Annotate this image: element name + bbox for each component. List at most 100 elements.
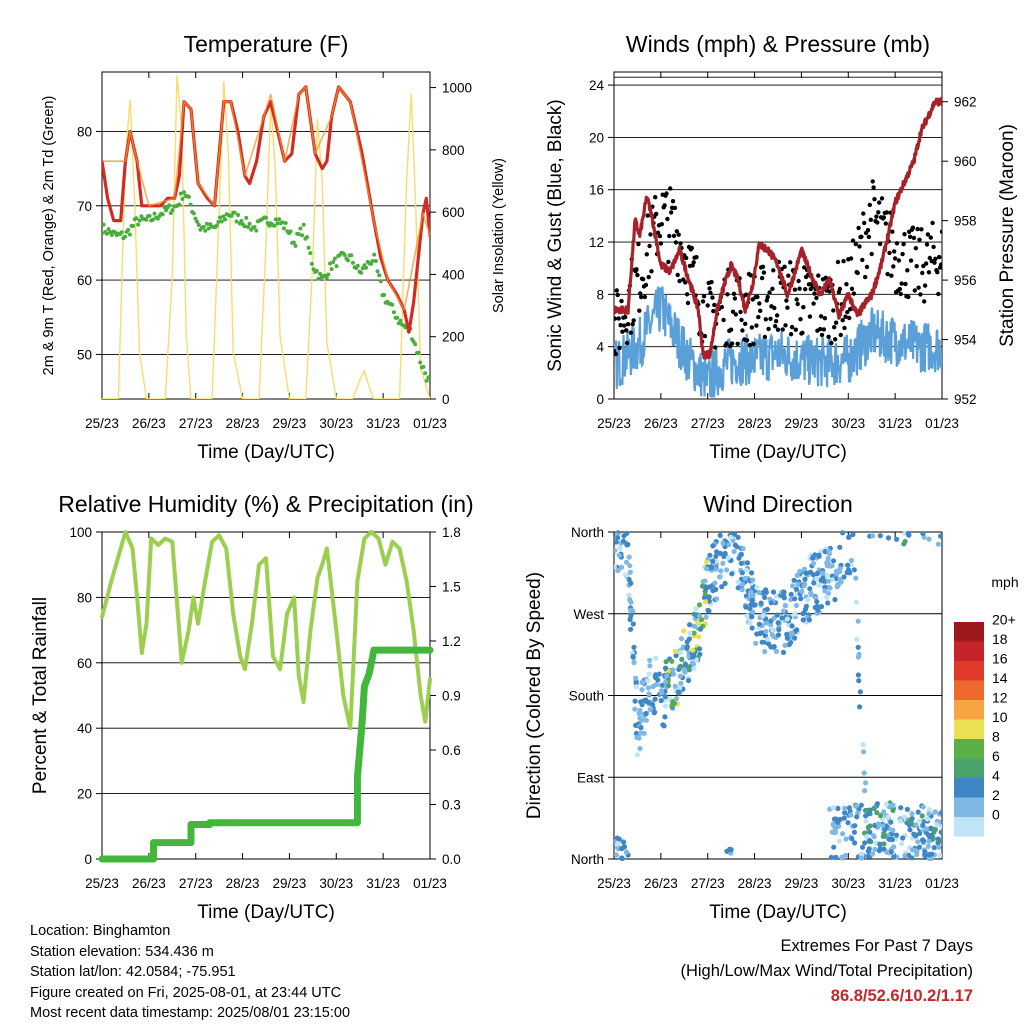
gust-point	[845, 309, 850, 315]
direction-point	[647, 663, 653, 669]
gust-point	[694, 255, 699, 260]
dewpoint-point	[244, 215, 249, 220]
direction-point	[915, 839, 921, 845]
direction-point	[731, 531, 738, 537]
direction-point	[616, 552, 622, 558]
direction-point	[677, 664, 683, 670]
direction-point	[807, 569, 814, 575]
gust-point	[685, 300, 691, 306]
winds-ytick-label: 0	[596, 392, 604, 407]
direction-point	[915, 809, 921, 815]
direction-point	[926, 806, 932, 813]
temperature-xlabel: Time (Day/UTC)	[197, 442, 335, 463]
direction-point	[628, 612, 634, 618]
humidity-xlabel: Time (Day/UTC)	[197, 902, 335, 923]
direction-point	[621, 533, 627, 539]
winds-ytick-label: 4	[596, 340, 604, 355]
direction-point	[845, 562, 851, 568]
gust-point	[654, 211, 659, 217]
direction-point	[848, 557, 855, 564]
direction-point	[922, 853, 928, 859]
dewpoint-point	[349, 253, 354, 258]
direction-point	[717, 532, 723, 539]
direction-point	[684, 644, 690, 650]
direction-point	[652, 674, 659, 681]
direction-point	[792, 596, 798, 602]
direction-point	[935, 541, 941, 547]
direction-point	[801, 583, 807, 589]
direction-point	[853, 575, 859, 581]
direction-point	[619, 564, 625, 570]
speed-legend-label: 16	[992, 651, 1008, 667]
rh-line	[100, 530, 432, 731]
direction-point	[889, 837, 895, 843]
direction-point	[901, 814, 907, 820]
direction-point	[900, 835, 906, 841]
direction-point	[614, 539, 619, 545]
direction-point	[825, 578, 832, 584]
speed-legend-label: 4	[992, 768, 1000, 784]
direction-point	[630, 654, 636, 660]
gust-point	[719, 304, 724, 310]
extremes-subtitle: (High/Low/Max Wind/Total Precipitation)	[680, 962, 973, 980]
speed-legend-swatch	[954, 680, 984, 700]
extremes-title: Extremes For Past 7 Days	[780, 937, 973, 955]
gust-point	[645, 213, 650, 218]
gust-point	[835, 259, 841, 265]
direction-point	[615, 567, 621, 574]
gust-point	[614, 316, 618, 321]
direction-point	[862, 840, 868, 846]
gust-point	[913, 246, 918, 251]
direction-point	[832, 828, 839, 834]
direction-point	[913, 822, 919, 828]
direction-point	[738, 551, 745, 558]
direction-point	[814, 576, 820, 582]
direction-point	[627, 563, 633, 569]
gust-point	[932, 260, 937, 265]
temperature-y2tick-label: 600	[442, 205, 465, 220]
direction-point	[633, 684, 639, 690]
gust-point	[826, 334, 831, 339]
gust-point	[630, 322, 635, 327]
gust-point	[634, 267, 639, 272]
direction-point	[628, 626, 634, 632]
direction-point	[830, 558, 837, 564]
direction-point	[898, 805, 904, 811]
direction-point	[858, 802, 864, 808]
direction-point	[881, 841, 887, 847]
direction-point	[935, 840, 941, 846]
direction-point	[662, 703, 669, 709]
direction-point	[634, 752, 640, 758]
dewpoint-point	[131, 224, 136, 228]
direction-point	[922, 849, 928, 855]
direction-point	[894, 536, 900, 542]
winds-xtick-label: 27/23	[691, 416, 725, 431]
direction-point	[647, 707, 653, 713]
speed-legend-swatch	[954, 719, 984, 739]
dewpoint-point	[232, 210, 237, 215]
gust-point	[713, 345, 718, 350]
direction-point	[763, 628, 769, 635]
gust-point	[847, 315, 852, 321]
direction-point	[831, 844, 837, 850]
gust-point	[863, 274, 868, 280]
dewpoint-point	[221, 214, 226, 219]
gust-point	[667, 233, 672, 239]
gust-point	[925, 232, 931, 237]
direction-point	[926, 838, 932, 845]
gust-point	[740, 328, 745, 333]
gust-point	[642, 294, 648, 300]
gust-point	[673, 240, 679, 245]
dewpoint-point	[252, 225, 257, 229]
gust-point	[801, 305, 806, 310]
direction-point	[673, 652, 679, 659]
dewpoint-point	[314, 268, 319, 273]
direction-point	[669, 702, 675, 708]
direction-point	[791, 577, 797, 583]
direction-point	[929, 832, 935, 838]
gust-point	[689, 245, 694, 251]
dewpoint-point	[418, 360, 423, 365]
direction-point	[651, 709, 658, 715]
direction-point	[703, 559, 710, 565]
direction-point	[888, 819, 894, 825]
